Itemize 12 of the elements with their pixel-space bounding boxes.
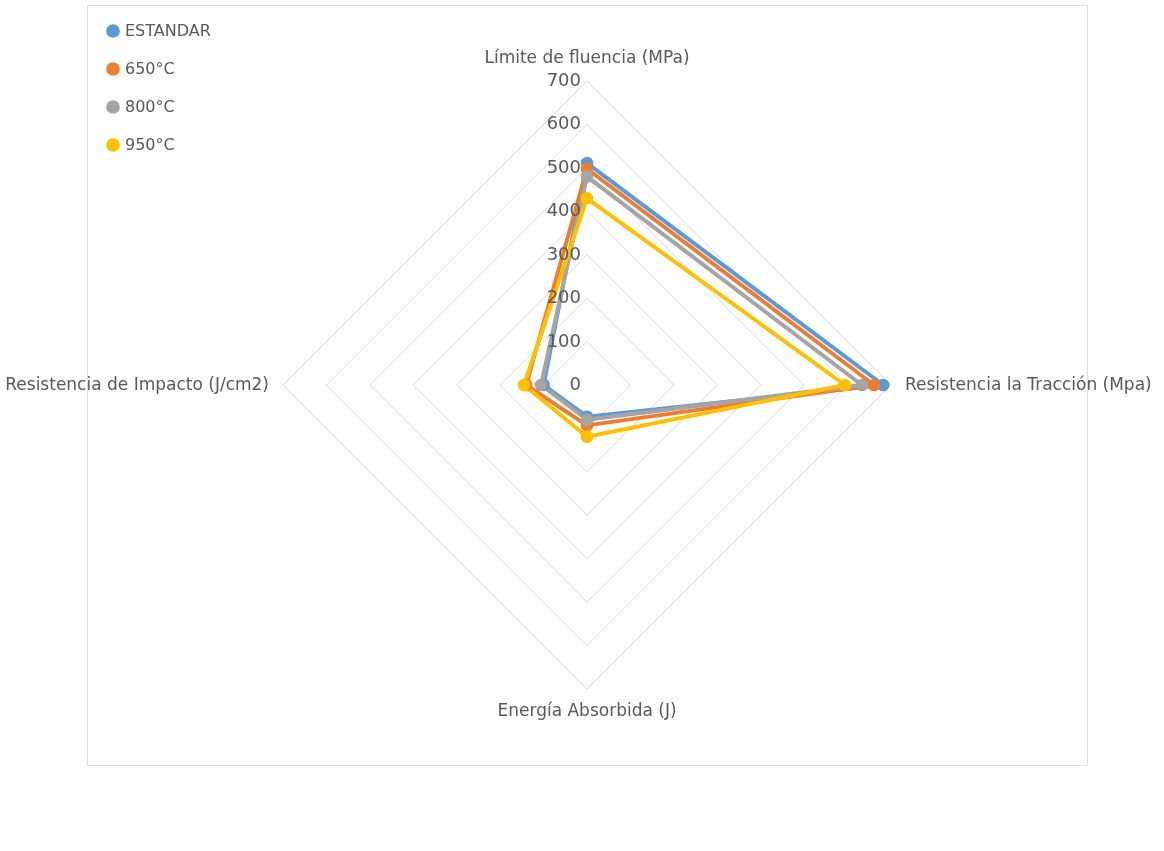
legend-label: 650°C	[125, 59, 175, 78]
y-tick-label: 600	[546, 112, 581, 134]
spoke-label: Resistencia de Impacto (J/cm2)	[5, 374, 269, 394]
legend-label: ESTANDAR	[125, 21, 211, 40]
spoke-label: Energía Absorbida (J)	[497, 700, 677, 720]
legend-label: 950°C	[125, 135, 175, 154]
y-tick-label: 700	[546, 69, 581, 90]
y-tick-label: 0	[569, 373, 581, 394]
legend-label: 800°C	[125, 97, 175, 116]
spoke-label: Límite de fluencia (MPa)	[484, 47, 690, 67]
y-tick-label: 500	[546, 155, 581, 177]
spoke-label: Resistencia la Tracción (Mpa)	[905, 374, 1152, 394]
